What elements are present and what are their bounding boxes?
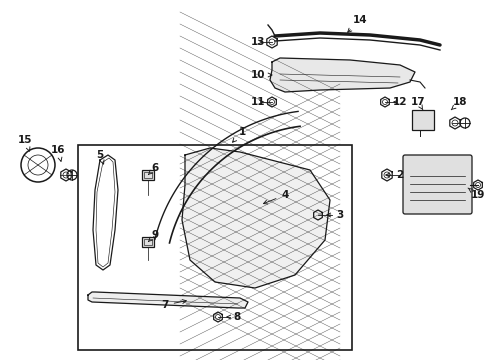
- Text: 16: 16: [51, 145, 65, 161]
- Text: 12: 12: [393, 97, 407, 107]
- Text: 6: 6: [148, 163, 159, 175]
- Bar: [144, 172, 152, 178]
- Text: 4: 4: [264, 190, 289, 204]
- Text: 11: 11: [251, 97, 265, 107]
- Bar: [142, 237, 154, 247]
- Text: 18: 18: [451, 97, 467, 110]
- Text: 9: 9: [148, 230, 159, 242]
- Text: 14: 14: [348, 15, 368, 32]
- Text: 10: 10: [251, 70, 272, 80]
- Text: 19: 19: [468, 188, 485, 200]
- Bar: [144, 239, 152, 245]
- Text: 17: 17: [411, 97, 425, 110]
- Text: 8: 8: [227, 312, 241, 322]
- Polygon shape: [182, 148, 330, 288]
- Bar: [142, 170, 154, 180]
- Text: 13: 13: [251, 37, 265, 47]
- Polygon shape: [270, 58, 415, 92]
- Bar: [78, 145, 352, 350]
- Bar: [412, 110, 434, 130]
- Bar: [183, 147, 333, 290]
- Polygon shape: [88, 292, 248, 308]
- FancyBboxPatch shape: [403, 155, 472, 214]
- Text: 3: 3: [327, 210, 343, 220]
- Text: 1: 1: [233, 127, 245, 142]
- Text: 2: 2: [386, 170, 404, 180]
- Text: 5: 5: [97, 150, 104, 164]
- Text: 15: 15: [18, 135, 32, 151]
- Text: 7: 7: [161, 300, 186, 310]
